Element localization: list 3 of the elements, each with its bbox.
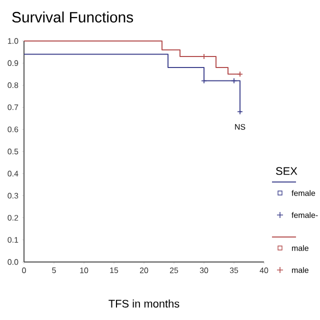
chart-title: Survival Functions bbox=[12, 12, 134, 22]
legend-title: SEX bbox=[276, 167, 298, 175]
x-axis-title: TFS in months bbox=[108, 300, 180, 308]
